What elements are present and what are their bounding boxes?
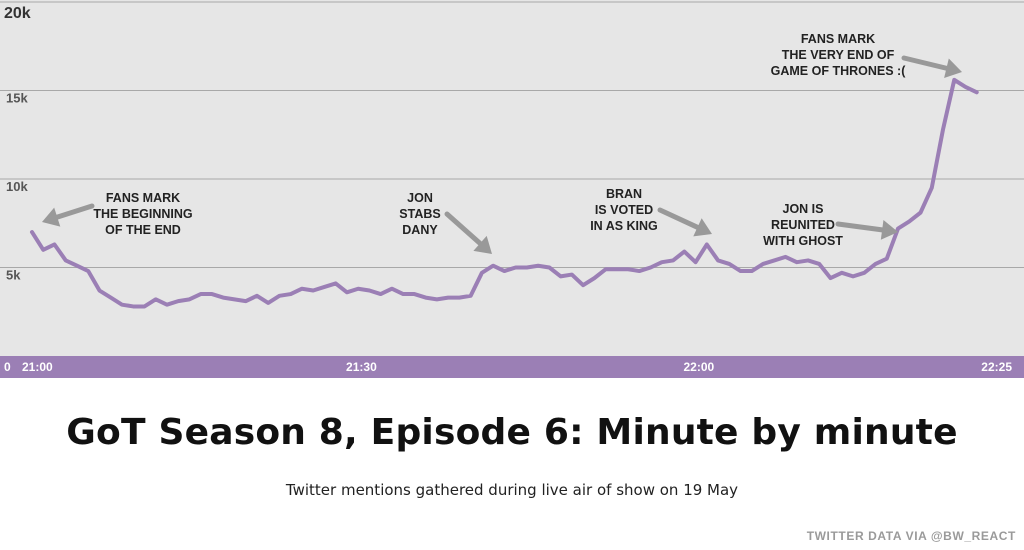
series-layer (30, 77, 979, 309)
chart-area: 0 5k 10k 15k 20k 21:00 21:30 22:00 22:25 FANS M… (0, 0, 1024, 378)
plot-background (0, 0, 1024, 356)
annotation-4-line-2: REUNITED (771, 218, 835, 232)
chart-title: GoT Season 8, Episode 6: Minute by minut… (66, 412, 958, 453)
arrow-head (42, 207, 61, 227)
annotation-3-line-2: IS VOTED (595, 203, 653, 217)
annotation-3-line-3: IN AS KING (590, 219, 658, 233)
x-tick-label-2100: 21:00 (22, 360, 53, 374)
y-axis-ticks: 0 5k 10k 15k 20k (4, 5, 31, 374)
x-tick-label-2225: 22:25 (981, 360, 1012, 374)
y-tick-label-5k: 5k (6, 268, 21, 283)
line-chart: 0 5k 10k 15k 20k 21:00 21:30 22:00 22:25 FANS M… (0, 0, 1024, 378)
annotation-2-line-1: JON (407, 191, 433, 205)
annotation-5-line-3: GAME OF THRONES :( (771, 64, 907, 78)
y-tick-label-20k: 20k (4, 5, 31, 22)
annotation-arrow-4 (835, 219, 898, 240)
arrow-head (693, 218, 712, 237)
annotation-3-line-1: BRAN (606, 187, 642, 201)
x-axis-band (0, 356, 1024, 378)
y-tick-label-10k: 10k (6, 179, 28, 194)
arrow-shaft (444, 211, 483, 246)
annotation-arrow-3 (657, 207, 712, 237)
y-tick-label-0: 0 (4, 360, 11, 374)
annotation-arrow-5 (901, 55, 962, 78)
x-axis-ticks: 21:00 21:30 22:00 22:25 (22, 360, 1012, 374)
chart-subtitle: Twitter mentions gathered during live ai… (285, 481, 739, 499)
arrow-head (880, 219, 898, 240)
annotation-4-line-1: JON IS (783, 202, 824, 216)
annotation-5-line-1: FANS MARK (801, 32, 875, 46)
data-credit: TWITTER DATA VIA @BW_REACT (806, 529, 1016, 543)
y-tick-label-15k: 15k (6, 91, 28, 106)
annotation-2-line-2: STABS (399, 207, 440, 221)
arrow-head (473, 235, 492, 254)
arrow-shaft (54, 203, 95, 220)
annotation-1-line-1: FANS MARK (106, 191, 180, 205)
arrow-shaft (835, 221, 885, 233)
annotation-arrow-1 (42, 203, 95, 227)
x-tick-label-2130: 21:30 (346, 360, 377, 374)
series-line-0 (30, 77, 979, 309)
annotations: FANS MARK THE BEGINNING OF THE END JON STABS… (42, 32, 962, 254)
gridlines (0, 1, 1024, 268)
annotation-4-line-3: WITH GHOST (763, 234, 843, 248)
annotation-arrow-2 (444, 211, 492, 254)
arrow-head (944, 58, 962, 78)
annotation-1-line-3: OF THE END (105, 223, 181, 237)
annotation-2-line-3: DANY (402, 223, 438, 237)
x-tick-label-2200: 22:00 (683, 360, 714, 374)
annotation-5-line-2: THE VERY END OF (782, 48, 895, 62)
arrow-shaft (657, 207, 700, 230)
arrow-shaft (901, 55, 949, 71)
annotation-1-line-2: THE BEGINNING (93, 207, 192, 221)
